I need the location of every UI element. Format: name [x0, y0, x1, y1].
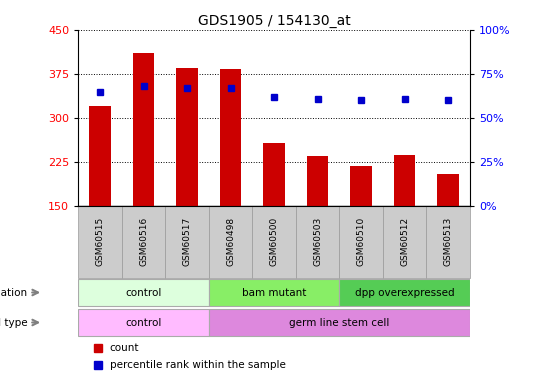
Bar [426, 206, 470, 278]
Bar [78, 309, 209, 336]
Text: GSM60500: GSM60500 [269, 217, 279, 267]
Bar [339, 279, 470, 306]
Bar [165, 206, 209, 278]
Text: control: control [125, 318, 162, 327]
Bar [437, 174, 459, 206]
Bar [209, 206, 252, 278]
Bar [339, 206, 383, 278]
Text: GSM60516: GSM60516 [139, 217, 148, 267]
Text: count: count [110, 343, 139, 353]
Bar [122, 206, 165, 278]
Bar [383, 206, 426, 278]
Bar [209, 279, 339, 306]
Text: control: control [125, 288, 162, 297]
Bar [394, 154, 415, 206]
Text: GSM60498: GSM60498 [226, 217, 235, 266]
Text: percentile rank within the sample: percentile rank within the sample [110, 360, 286, 369]
Text: germ line stem cell: germ line stem cell [289, 318, 389, 327]
Text: GSM60503: GSM60503 [313, 217, 322, 267]
Text: bam mutant: bam mutant [242, 288, 306, 297]
Bar [176, 68, 198, 206]
Bar [307, 156, 328, 206]
Text: dpp overexpressed: dpp overexpressed [355, 288, 454, 297]
Bar [350, 166, 372, 206]
Bar [209, 309, 470, 336]
Bar [220, 69, 241, 206]
Bar [133, 54, 154, 206]
Text: GSM60517: GSM60517 [183, 217, 192, 267]
Bar [252, 206, 296, 278]
Bar [263, 143, 285, 206]
Title: GDS1905 / 154130_at: GDS1905 / 154130_at [198, 13, 350, 28]
Bar [89, 106, 111, 206]
Text: genotype/variation: genotype/variation [0, 288, 28, 297]
Bar [296, 206, 339, 278]
Text: GSM60510: GSM60510 [356, 217, 366, 267]
Text: GSM60513: GSM60513 [443, 217, 453, 267]
Bar [78, 206, 122, 278]
Bar [78, 279, 209, 306]
Text: GSM60515: GSM60515 [96, 217, 105, 267]
Text: cell type: cell type [0, 318, 28, 327]
Text: GSM60512: GSM60512 [400, 217, 409, 266]
